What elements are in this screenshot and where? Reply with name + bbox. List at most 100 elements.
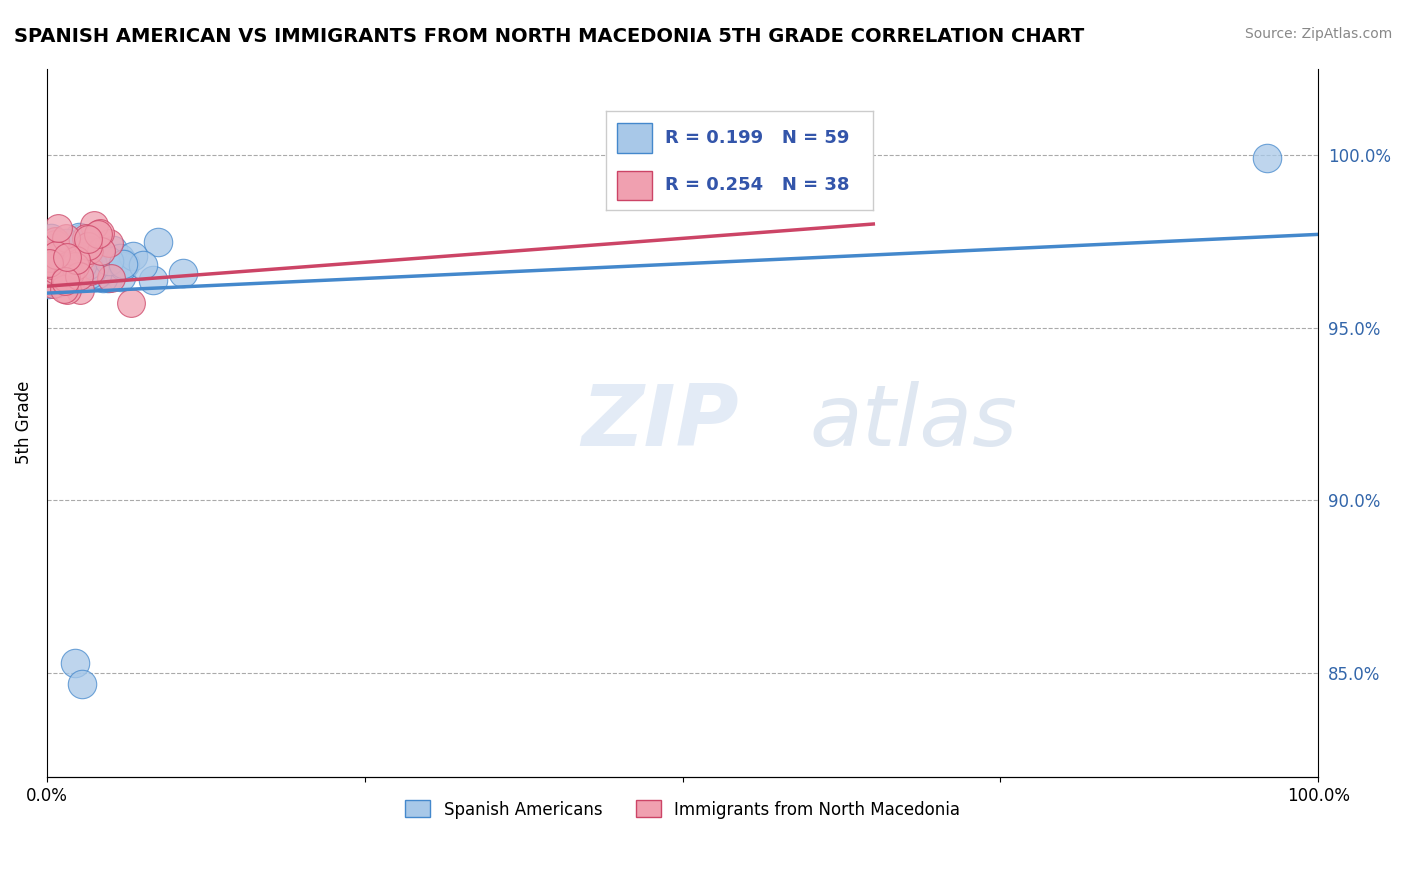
Point (66, 250, 89, 264)
Point (79, 264, 101, 278)
Point (70, 258, 93, 272)
Point (53, 264, 76, 278)
Point (67, 264, 90, 278)
Point (98, 254, 121, 268)
Point (91, 270, 114, 285)
Point (37, 260, 59, 275)
Point (46, 248, 69, 262)
Point (142, 273, 165, 287)
Point (76, 259, 98, 273)
Point (146, 235, 169, 250)
Point (80, 240, 103, 254)
Point (67, 269, 90, 284)
Point (79, 267, 101, 281)
Point (69, 283, 91, 297)
Point (39, 260, 62, 275)
Point (101, 243, 124, 257)
Point (132, 258, 155, 272)
Point (53, 270, 76, 285)
Point (172, 266, 194, 280)
Point (87, 268, 110, 282)
Point (77, 244, 100, 258)
Point (39, 231, 62, 245)
Point (39, 255, 62, 269)
Point (49, 248, 72, 262)
Point (67, 230, 90, 244)
Point (58, 262, 80, 277)
Point (90, 244, 112, 258)
Point (55, 236, 77, 251)
Point (89, 226, 111, 240)
Point (45, 277, 67, 291)
Point (93, 252, 115, 266)
Point (80, 251, 103, 265)
Point (60, 274, 83, 288)
Point (69, 257, 91, 271)
Point (122, 249, 145, 263)
Y-axis label: 5th Grade: 5th Grade (15, 381, 32, 465)
Point (45, 263, 67, 277)
Point (60, 271, 83, 285)
Point (44, 265, 66, 279)
Point (45, 248, 67, 262)
Point (38, 255, 60, 269)
Point (56, 267, 79, 281)
Legend: Spanish Americans, Immigrants from North Macedonia: Spanish Americans, Immigrants from North… (399, 794, 966, 825)
Point (100, 270, 122, 285)
Point (44, 236, 66, 251)
Point (41, 243, 63, 257)
Point (86, 268, 108, 282)
Text: atlas: atlas (810, 381, 1018, 464)
Point (46, 221, 69, 235)
Point (41, 258, 63, 272)
Point (39, 251, 62, 265)
Point (114, 257, 136, 271)
Point (83, 260, 105, 274)
Point (111, 259, 134, 273)
Point (37, 248, 59, 262)
Text: ZIP: ZIP (581, 381, 738, 464)
Point (37, 277, 59, 291)
Point (72, 249, 94, 263)
Point (44, 264, 66, 278)
Point (37, 275, 59, 289)
Point (38, 252, 60, 266)
Point (97, 271, 120, 285)
Point (58, 268, 80, 283)
Point (1256, 152, 1278, 166)
Point (59, 266, 82, 280)
Point (75, 231, 97, 245)
Point (44, 241, 66, 255)
Point (100, 255, 122, 269)
Point (55, 231, 77, 245)
Point (44, 234, 66, 248)
Point (83, 218, 105, 232)
Point (77, 239, 100, 253)
Point (108, 251, 131, 265)
Point (70, 231, 93, 245)
Point (45, 263, 67, 277)
Text: Source: ZipAtlas.com: Source: ZipAtlas.com (1244, 27, 1392, 41)
Point (66, 256, 89, 270)
Point (51, 254, 73, 268)
Point (62, 253, 84, 268)
Point (52, 251, 75, 265)
Point (42, 254, 65, 268)
Point (87, 227, 110, 241)
Point (42, 277, 65, 292)
Point (77, 231, 100, 245)
Point (77, 243, 100, 257)
Point (98, 235, 121, 250)
Point (112, 258, 135, 272)
Point (110, 270, 132, 285)
Point (63, 259, 86, 273)
Point (53, 274, 76, 288)
Point (72, 676, 94, 690)
Point (56, 250, 79, 264)
Point (63, 656, 86, 670)
Point (56, 283, 79, 297)
Point (53, 282, 76, 296)
Text: SPANISH AMERICAN VS IMMIGRANTS FROM NORTH MACEDONIA 5TH GRADE CORRELATION CHART: SPANISH AMERICAN VS IMMIGRANTS FROM NORT… (14, 27, 1084, 45)
Point (120, 296, 142, 310)
Point (65, 253, 87, 268)
